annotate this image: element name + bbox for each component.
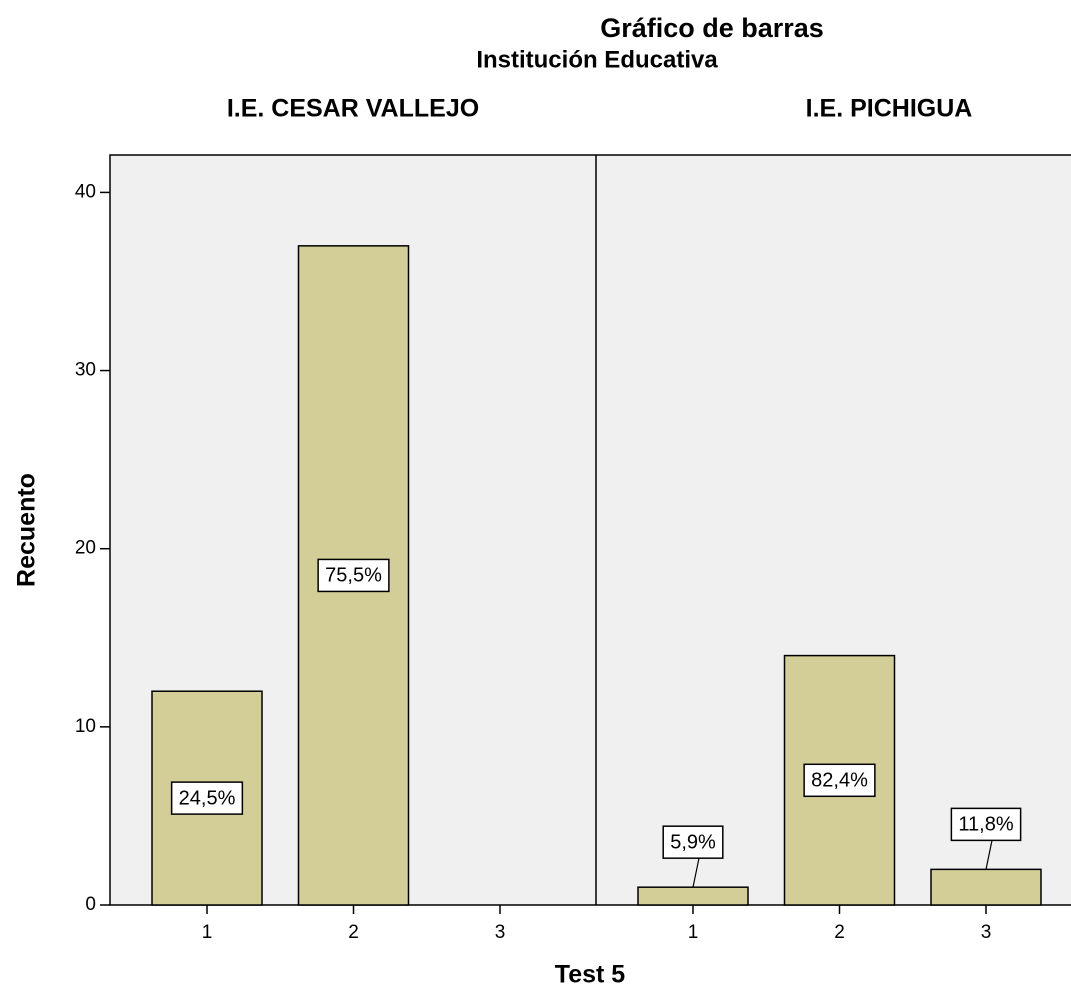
x-tick-label: 3 <box>981 922 992 943</box>
label-box <box>803 763 876 798</box>
label-box <box>317 558 390 593</box>
x-tick-label: 3 <box>495 922 506 943</box>
label-box <box>170 781 244 815</box>
chart-title: Gráfico de barras <box>600 13 824 43</box>
y-tick-label: 20 <box>75 538 96 559</box>
x-tick-label: 2 <box>834 922 845 943</box>
y-tick-label: 0 <box>85 894 96 915</box>
data-label: 5,9% <box>670 831 716 853</box>
y-tick-label: 30 <box>75 360 96 381</box>
x-tick-label: 2 <box>348 922 359 943</box>
label-leader <box>692 858 700 888</box>
bar <box>637 886 749 906</box>
y-axis-label: Recuento <box>13 473 41 587</box>
label-box <box>662 825 724 859</box>
label-box <box>950 807 1022 842</box>
x-tick-label: 1 <box>688 922 699 943</box>
data-label: 82,4% <box>811 770 868 792</box>
y-tick-label: 10 <box>75 716 96 737</box>
data-label: 11,8% <box>958 814 1013 836</box>
panel-title: I.E. PICHIGUA <box>806 95 973 123</box>
bar <box>930 868 1042 906</box>
plot-background <box>109 154 1071 906</box>
data-label: 24,5% <box>179 787 236 809</box>
x-axis-label: Test 5 <box>555 961 625 989</box>
x-tick-label: 1 <box>202 922 213 943</box>
chart-subtitle: Institución Educativa <box>476 46 718 73</box>
y-tick-label: 40 <box>75 181 96 202</box>
data-label: 75,5% <box>325 565 382 587</box>
label-leader <box>985 840 993 870</box>
panel-title: I.E. CESAR VALLEJO <box>227 95 479 123</box>
